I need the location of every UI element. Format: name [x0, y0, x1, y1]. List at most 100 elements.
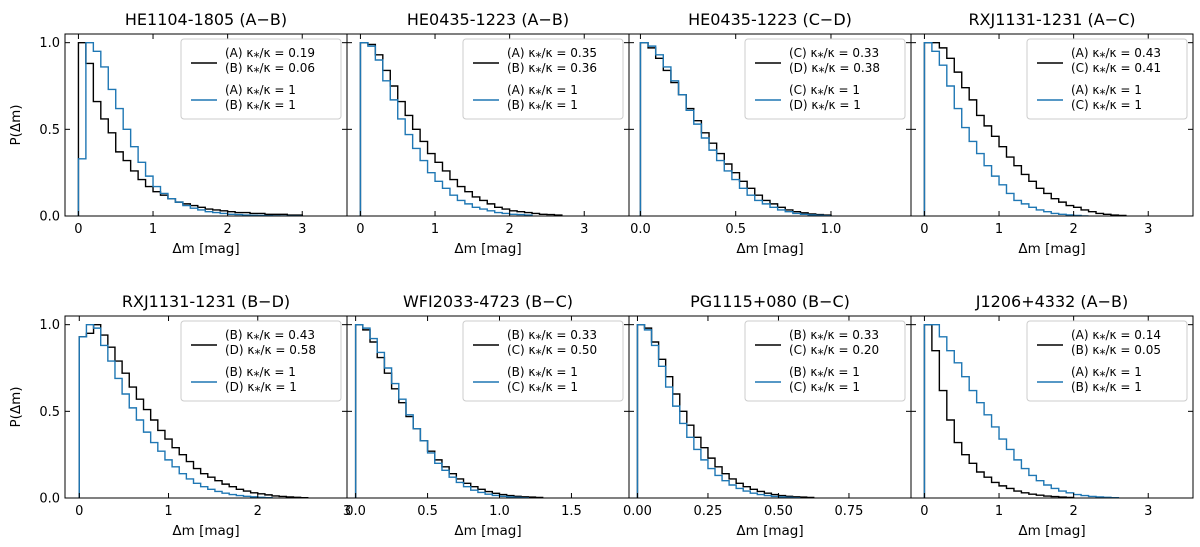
x-axis-label: Δm [mag] — [1018, 241, 1085, 257]
subplot-title: RXJ1131-1231 (B−D) — [122, 292, 290, 311]
legend-label-line2: (B) κ⁎/κ = 0.06 — [225, 61, 315, 75]
legend-label-line1: (B) κ⁎/κ = 0.33 — [507, 328, 597, 342]
subplot-5: RXJ1131-1231 (B−D) 0 1 2 3 0.0 0.5 1.0 Δm [mag] (… — [39, 292, 351, 539]
series-line-blue — [636, 323, 801, 498]
x-tick-label: 0.5 — [725, 222, 746, 237]
legend-label-line1: (A) κ⁎/κ = 1 — [1071, 83, 1142, 97]
legend-label-line1: (A) κ⁎/κ = 0.14 — [1071, 328, 1161, 342]
series-line-blue — [923, 323, 1120, 498]
legend-label-line2: (D) κ⁎/κ = 0.38 — [789, 61, 880, 75]
y-tick-label: 0.5 — [39, 405, 60, 420]
series-line-black — [359, 41, 563, 216]
legend-label-line1: (A) κ⁎/κ = 1 — [1071, 365, 1142, 379]
legend-box — [180, 38, 342, 120]
x-tick-label: 2 — [505, 222, 513, 237]
x-tick-label: 0.00 — [623, 504, 652, 519]
legend-label-line2: (D) κ⁎/κ = 1 — [789, 98, 861, 112]
x-tick-label: 3 — [580, 222, 588, 237]
legend-label-line2: (B) κ⁎/κ = 1 — [507, 98, 578, 112]
legend-label-line2: (B) κ⁎/κ = 0.05 — [1071, 343, 1161, 357]
series-line-black — [78, 323, 309, 498]
x-tick-label: 1 — [164, 504, 172, 519]
series-line-black — [923, 323, 1075, 498]
subplot-1: HE1104-1805 (A−B) 0 1 2 3 0.0 0.5 1.0 Δm [mag] (A… — [39, 10, 348, 257]
x-tick-label: 0.50 — [764, 504, 793, 519]
x-axis-label: Δm [mag] — [172, 523, 239, 539]
x-axis-label: Δm [mag] — [454, 523, 521, 539]
series-line-blue — [359, 41, 533, 216]
legend-label-line1: (C) κ⁎/κ = 0.33 — [789, 46, 879, 60]
legend-box — [462, 38, 624, 120]
x-tick-label: 1 — [431, 222, 439, 237]
legend-label-line1: (B) κ⁎/κ = 0.33 — [789, 328, 879, 342]
x-axis-label: Δm [mag] — [736, 523, 803, 539]
subplot-title: RXJ1131-1231 (A−C) — [968, 10, 1135, 29]
x-axis-label: Δm [mag] — [1018, 523, 1085, 539]
x-tick-label: 3 — [343, 504, 351, 519]
legend-label-line2: (C) κ⁎/κ = 0.41 — [1071, 61, 1161, 75]
x-tick-label: 2 — [1069, 504, 1077, 519]
y-tick-label: 0.5 — [39, 123, 60, 138]
series-line-black — [923, 41, 1127, 216]
legend-label-line2: (D) κ⁎/κ = 0.58 — [225, 343, 316, 357]
x-tick-label: 0.75 — [834, 504, 863, 519]
y-tick-label: 0.0 — [39, 492, 60, 507]
legend-label-line2: (C) κ⁎/κ = 0.20 — [789, 343, 879, 357]
subplot-4: RXJ1131-1231 (A−C) 0 1 2 3 Δm [mag] (A) κ⁎/κ =… — [910, 10, 1194, 257]
x-tick-label: 1.0 — [489, 504, 510, 519]
subplot-8: J1206+4332 (A−B) 0 1 2 3 Δm [mag] (A) κ⁎/κ = 0… — [910, 292, 1194, 539]
series-line-blue — [78, 323, 273, 498]
legend-label-line1: (A) κ⁎/κ = 0.19 — [225, 46, 315, 60]
x-tick-label: 2 — [1069, 222, 1077, 237]
x-tick-label: 2 — [223, 222, 231, 237]
legend-label-line1: (A) κ⁎/κ = 1 — [507, 83, 578, 97]
x-tick-label: 3 — [1144, 222, 1152, 237]
legend-label-line1: (B) κ⁎/κ = 1 — [507, 365, 578, 379]
legend-box — [180, 320, 342, 402]
subplot-title: HE0435-1223 (C−D) — [688, 10, 852, 29]
legend-box — [744, 320, 906, 402]
y-axis-label: P(Δm) — [8, 386, 24, 427]
legend-label-line1: (B) κ⁎/κ = 0.43 — [225, 328, 315, 342]
x-tick-label: 1 — [995, 222, 1003, 237]
x-tick-label: 1.5 — [561, 504, 582, 519]
legend-label-line2: (B) κ⁎/κ = 1 — [1071, 380, 1142, 394]
x-tick-label: 0.5 — [417, 504, 438, 519]
x-tick-label: 0 — [74, 222, 82, 237]
legend-label-line2: (B) κ⁎/κ = 1 — [225, 98, 296, 112]
x-tick-label: 1 — [149, 222, 157, 237]
subplot-title: HE1104-1805 (A−B) — [125, 10, 287, 29]
legend-label-line1: (A) κ⁎/κ = 0.43 — [1071, 46, 1161, 60]
series-line-blue — [77, 41, 303, 216]
x-tick-label: 0.0 — [630, 222, 651, 237]
legend-label-line2: (C) κ⁎/κ = 0.50 — [507, 343, 597, 357]
series-line-blue — [639, 41, 832, 216]
legend-box — [1026, 320, 1188, 402]
subplot-title: PG1115+080 (B−C) — [690, 292, 850, 311]
subplot-title: HE0435-1223 (A−B) — [407, 10, 569, 29]
legend-label-line1: (B) κ⁎/κ = 1 — [225, 365, 296, 379]
legend-label-line2: (C) κ⁎/κ = 1 — [1071, 98, 1142, 112]
legend-label-line1: (A) κ⁎/κ = 0.35 — [507, 46, 597, 60]
x-axis-label: Δm [mag] — [172, 241, 239, 257]
legend-label-line2: (B) κ⁎/κ = 0.36 — [507, 61, 597, 75]
legend-label-line1: (A) κ⁎/κ = 1 — [225, 83, 296, 97]
legend-box — [744, 38, 906, 120]
x-tick-label: 0 — [920, 504, 928, 519]
y-tick-label: 1.0 — [39, 36, 60, 51]
subplot-6: WFI2033-4723 (B−C) 0.0 0.5 1.0 1.5 Δm [mag] (B… — [345, 292, 630, 539]
subplot-3: HE0435-1223 (C−D) 0.0 0.5 1.0 Δm [mag] (C) κ⁎… — [628, 10, 912, 257]
x-tick-label: 1 — [995, 504, 1003, 519]
y-axis-label: P(Δm) — [8, 104, 24, 145]
x-tick-label: 0.25 — [693, 504, 722, 519]
x-tick-label: 0.0 — [345, 504, 366, 519]
x-tick-label: 3 — [1144, 504, 1152, 519]
x-tick-label: 0 — [356, 222, 364, 237]
y-tick-label: 0.0 — [39, 210, 60, 225]
series-line-blue — [923, 41, 1089, 216]
subplot-title: WFI2033-4723 (B−C) — [403, 292, 573, 311]
legend-label-line2: (D) κ⁎/κ = 1 — [225, 380, 297, 394]
plot-frame — [910, 33, 1194, 217]
legend-label-line1: (C) κ⁎/κ = 1 — [789, 83, 860, 97]
